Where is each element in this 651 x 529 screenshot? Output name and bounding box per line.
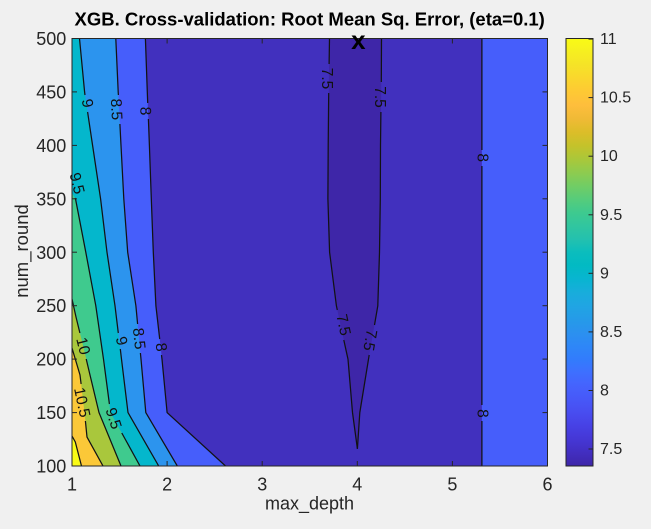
svg-text:7.5: 7.5: [600, 441, 622, 458]
svg-text:9: 9: [78, 98, 96, 109]
svg-text:150: 150: [36, 403, 66, 423]
svg-text:9: 9: [112, 335, 131, 347]
svg-text:350: 350: [36, 189, 66, 209]
svg-text:5: 5: [447, 475, 457, 495]
svg-text:num_round: num_round: [11, 204, 33, 298]
svg-text:8: 8: [136, 106, 153, 115]
svg-text:250: 250: [36, 296, 66, 316]
svg-text:9.5: 9.5: [600, 207, 622, 224]
svg-text:9.5: 9.5: [102, 406, 125, 432]
svg-text:XGB. Cross-validation: Root Me: XGB. Cross-validation: Root Mean Sq. Err…: [75, 8, 545, 29]
svg-text:500: 500: [36, 29, 66, 49]
svg-text:6: 6: [542, 475, 552, 495]
svg-text:7.5: 7.5: [359, 328, 379, 352]
svg-text:3: 3: [257, 475, 267, 495]
svg-text:10.5: 10.5: [70, 386, 93, 419]
svg-text:10: 10: [600, 148, 618, 165]
svg-text:7.5: 7.5: [332, 313, 353, 338]
svg-text:7.5: 7.5: [371, 86, 388, 108]
svg-text:8.5: 8.5: [107, 98, 125, 120]
svg-text:100: 100: [36, 457, 66, 477]
svg-text:1: 1: [67, 475, 77, 495]
svg-text:x: x: [351, 25, 366, 55]
svg-text:9: 9: [600, 265, 609, 282]
svg-text:8: 8: [473, 409, 490, 418]
svg-text:11: 11: [600, 31, 617, 48]
svg-text:8.5: 8.5: [129, 327, 148, 350]
svg-text:200: 200: [36, 350, 66, 370]
svg-text:9.5: 9.5: [66, 171, 88, 196]
svg-text:450: 450: [36, 82, 66, 102]
svg-text:7.5: 7.5: [318, 68, 335, 90]
svg-text:300: 300: [36, 243, 66, 263]
svg-text:8: 8: [600, 383, 609, 400]
svg-text:8: 8: [473, 153, 490, 162]
svg-text:max_depth: max_depth: [265, 494, 354, 515]
svg-text:4: 4: [352, 475, 362, 495]
svg-text:10: 10: [72, 336, 93, 357]
svg-text:400: 400: [36, 136, 66, 156]
svg-text:8: 8: [152, 342, 170, 353]
svg-text:8.5: 8.5: [600, 324, 622, 341]
svg-text:10.5: 10.5: [600, 90, 631, 107]
svg-text:2: 2: [162, 475, 172, 495]
